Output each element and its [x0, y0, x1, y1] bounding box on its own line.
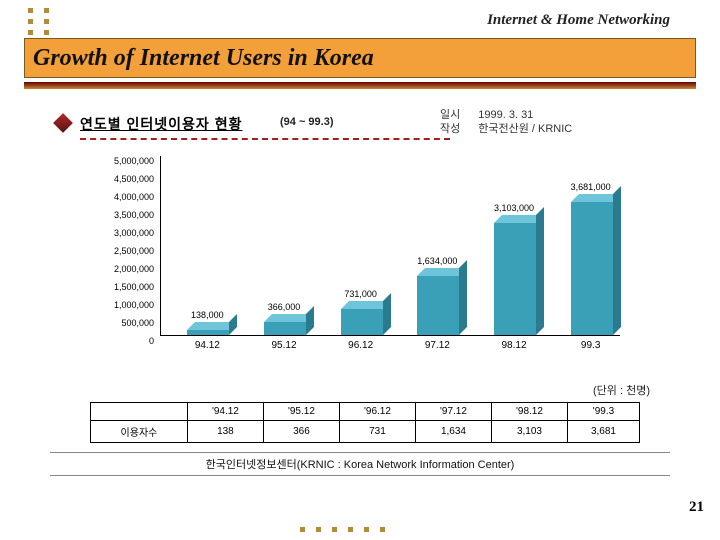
x-category-label: 97.12 [407, 340, 467, 351]
ytick: 3,000,000 [114, 228, 154, 238]
table-col-0: '94.12 [187, 403, 263, 421]
bar-value-label: 1,634,000 [407, 256, 467, 266]
meta-key-0: 일시 [440, 108, 460, 122]
ytick: 5,000,000 [114, 156, 154, 166]
ytick: 1,500,000 [114, 282, 154, 292]
decorative-dots-top [28, 8, 50, 35]
table-row-header: 이용자수 [91, 421, 188, 443]
sub-title: 연도별 인터넷이용자 현황 [80, 114, 242, 134]
table-cell-3: 1,634 [415, 421, 491, 443]
ytick: 1,000,000 [114, 300, 154, 310]
bar-value-label: 366,000 [254, 302, 314, 312]
bar-value-label: 3,681,000 [561, 182, 621, 192]
table-corner [91, 403, 188, 421]
table-cell-1: 366 [263, 421, 339, 443]
table-row: 이용자수 138 366 731 1,634 3,103 3,681 [91, 421, 640, 443]
bar-value-label: 138,000 [177, 310, 237, 320]
y-axis: 0500,0001,000,0001,500,0002,000,0002,500… [90, 156, 160, 336]
page-title: Growth of Internet Users in Korea [33, 45, 374, 72]
x-category-label: 96.12 [331, 340, 391, 351]
bullet-diamond-icon [53, 113, 73, 133]
x-category-label: 98.12 [484, 340, 544, 351]
source-text: 한국인터넷정보센터(KRNIC : Korea Network Informat… [50, 452, 670, 476]
bar [417, 276, 459, 335]
table-cell-4: 3,103 [491, 421, 567, 443]
title-bar: Growth of Internet Users in Korea [24, 38, 696, 78]
table-cell-5: 3,681 [567, 421, 639, 443]
data-table: '94.12 '95.12 '96.12 '97.12 '98.12 '99.3… [90, 402, 640, 443]
ytick: 0 [149, 336, 154, 346]
meta-key-1: 작성 [440, 122, 460, 136]
bar-value-label: 3,103,000 [484, 203, 544, 213]
table-col-3: '97.12 [415, 403, 491, 421]
bar [187, 330, 229, 335]
title-underline [24, 82, 696, 89]
meta-val-1: 한국전산원 / KRNIC [478, 122, 572, 136]
page-number: 21 [689, 499, 704, 516]
ytick: 500,000 [121, 318, 154, 328]
table-col-2: '96.12 [339, 403, 415, 421]
x-category-label: 94.12 [177, 340, 237, 351]
table-col-4: '98.12 [491, 403, 567, 421]
bar [494, 223, 536, 335]
bar [341, 309, 383, 335]
sub-range: (94 ~ 99.3) [280, 116, 334, 128]
header-category: Internet & Home Networking [487, 12, 670, 29]
decorative-dots-bottom [300, 527, 386, 532]
unit-label: (단위 : 천명) [593, 382, 650, 398]
ytick: 4,500,000 [114, 174, 154, 184]
meta-val-0: 1999. 3. 31 [478, 108, 533, 122]
table-cell-0: 138 [187, 421, 263, 443]
bar [571, 202, 613, 335]
ytick: 2,500,000 [114, 246, 154, 256]
table-cell-2: 731 [339, 421, 415, 443]
table-col-1: '95.12 [263, 403, 339, 421]
bar [264, 322, 306, 335]
meta-block: 일시 1999. 3. 31 작성 한국전산원 / KRNIC [440, 108, 572, 137]
ytick: 2,000,000 [114, 264, 154, 274]
ytick: 4,000,000 [114, 192, 154, 202]
x-category-label: 99.3 [561, 340, 621, 351]
ytick: 3,500,000 [114, 210, 154, 220]
red-divider [80, 138, 450, 140]
table-col-5: '99.3 [567, 403, 639, 421]
table-header-row: '94.12 '95.12 '96.12 '97.12 '98.12 '99.3 [91, 403, 640, 421]
content-area: 연도별 인터넷이용자 현황 (94 ~ 99.3) 일시 1999. 3. 31 … [50, 110, 670, 490]
plot-area: 138,00094.12366,00095.12731,00096.121,63… [160, 156, 620, 336]
bar-chart: 0 500,000 1,000,000 1,500,000 2,000,000 2,500… [90, 156, 640, 366]
x-category-label: 95.12 [254, 340, 314, 351]
bar-value-label: 731,000 [331, 289, 391, 299]
